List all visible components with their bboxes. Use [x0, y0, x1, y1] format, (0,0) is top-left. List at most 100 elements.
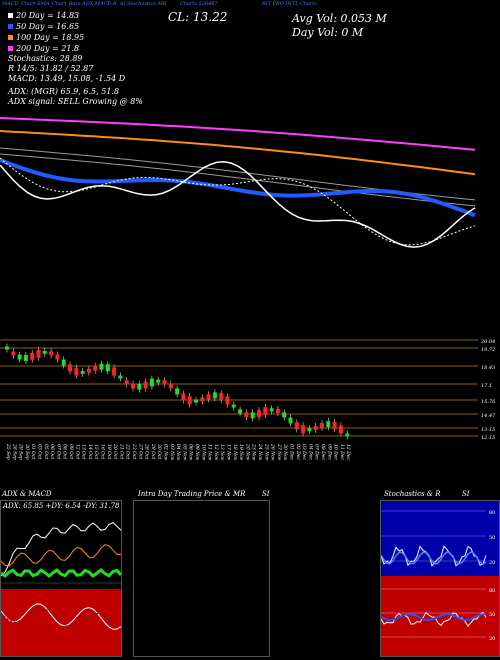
down-candle [206, 394, 211, 400]
date-label: 08 Dec [320, 444, 326, 460]
date-label: 19 Nov [238, 444, 244, 461]
down-candle [143, 381, 148, 389]
up-candle [194, 399, 198, 403]
date-label: 18 Nov [232, 444, 238, 461]
rsi-tick-label: 50 [489, 612, 495, 618]
down-candle [301, 425, 306, 434]
up-candle [17, 354, 22, 360]
down-candle [200, 397, 205, 402]
up-candle [282, 412, 287, 418]
stoch-tick-label: 20 [489, 560, 495, 566]
down-candle [338, 425, 343, 434]
down-candle [68, 364, 72, 372]
up-candle [307, 428, 312, 432]
date-label: 05 Nov [181, 444, 187, 461]
price-tick-label: 12.15 [481, 435, 495, 441]
date-label: 17 Nov [226, 444, 232, 461]
close-price: CL: 13.22 [168, 10, 228, 24]
date-label: 21 Oct [118, 443, 124, 459]
date-label: 28 Sep [11, 443, 17, 460]
up-candle [42, 350, 47, 354]
date-label: 11 Nov [207, 444, 213, 461]
date-label: 28 Oct [144, 443, 150, 459]
up-candle [326, 421, 331, 428]
stochastics-panel: 80 50 20 80 50 20 [380, 500, 500, 657]
date-label: 14 Oct [87, 444, 93, 459]
stoch-tick-label: 80 [489, 510, 495, 516]
date-label: 02 Nov [163, 444, 169, 461]
top-strip-1: MACD_Chart EMA_Chart_Bars ADX,MACD,R [2, 1, 117, 7]
stoch-k-line [381, 545, 487, 567]
adx-panel-values: ADX: 65.85 +DY: 6.54 -DY: 31.78 [3, 502, 120, 510]
date-label: 08 Oct [62, 444, 68, 459]
down-candle [219, 393, 224, 401]
down-candle [275, 408, 280, 413]
date-label: 20 Nov [244, 443, 250, 461]
top-strip-4: BIT PRO INTL Charts [262, 1, 317, 7]
date-label: 25 Nov [263, 443, 269, 461]
date-label: 12 Dec [345, 444, 351, 460]
price-tick-label: 15.76 [481, 399, 496, 405]
stoch-tick-label: 50 [489, 535, 495, 541]
up-candle [212, 392, 217, 399]
date-label: 03 Nov [169, 444, 175, 461]
date-label: 12 Nov [213, 444, 219, 461]
date-label: 15 Oct [93, 444, 99, 459]
intraday-panel [133, 500, 270, 657]
rsi-readout: R 14/5: 31.82 / 52.87 [8, 64, 94, 73]
up-candle [269, 408, 274, 412]
legend-ma50: 50 Day = 16.65 [8, 22, 79, 31]
stochastics-title: Stochastics & R [384, 490, 441, 498]
down-candle [332, 421, 337, 429]
mrsi-line [381, 612, 486, 622]
down-candle [313, 425, 318, 430]
up-candle [175, 388, 180, 395]
date-label: 30 Sep [24, 444, 30, 460]
date-label: 07 Oct [55, 444, 61, 459]
down-candle [124, 380, 129, 385]
down-candle [244, 412, 249, 418]
up-candle [5, 346, 9, 350]
intraday-si-label: SI [262, 490, 270, 498]
date-label: 11 Dec [339, 444, 345, 460]
date-label: 10 Nov [200, 444, 206, 461]
down-candle [55, 354, 60, 360]
date-label: 13 Oct [81, 444, 87, 459]
up-candle [149, 378, 154, 387]
date-label: 02 Dec [295, 444, 301, 460]
down-candle [162, 380, 167, 385]
down-candle [86, 368, 91, 373]
ma20-line [0, 161, 476, 248]
down-candle [36, 349, 41, 358]
date-label: 16 Oct [100, 444, 106, 459]
date-label: 09 Nov [194, 444, 200, 461]
down-candle [257, 410, 261, 418]
macd-signal-line [1, 608, 121, 631]
macd-line [1, 603, 121, 630]
up-candle [288, 417, 293, 424]
up-candle [80, 370, 85, 374]
price-tick-label: 13.15 [481, 427, 495, 433]
rsi-tick-label: 80 [489, 588, 495, 594]
down-candle [320, 422, 324, 428]
date-label: 24 Nov [257, 443, 263, 461]
up-candle [105, 364, 110, 372]
up-candle [118, 375, 123, 379]
down-candle [263, 407, 268, 416]
date-label: 27 Oct [137, 443, 143, 459]
price-tick-label: 20.04 [480, 339, 495, 345]
date-label: 30 Oct [156, 444, 162, 459]
adx-macd-panel [0, 500, 122, 657]
down-candle [131, 383, 135, 389]
price-tick-label: 19.72 [481, 347, 495, 353]
legend-ma200: 200 Day = 21.8 [8, 44, 79, 53]
up-candle [137, 383, 142, 390]
down-candle [11, 351, 16, 356]
price-tick-label: 18.43 [481, 365, 495, 371]
price-tick-label: 14.47 [481, 413, 496, 419]
date-label: 29 Oct [150, 443, 156, 459]
date-label: 04 Dec [307, 444, 313, 460]
down-candle [30, 352, 35, 360]
rsi-tick-label: 20 [489, 636, 495, 642]
ma100-line [0, 130, 476, 176]
